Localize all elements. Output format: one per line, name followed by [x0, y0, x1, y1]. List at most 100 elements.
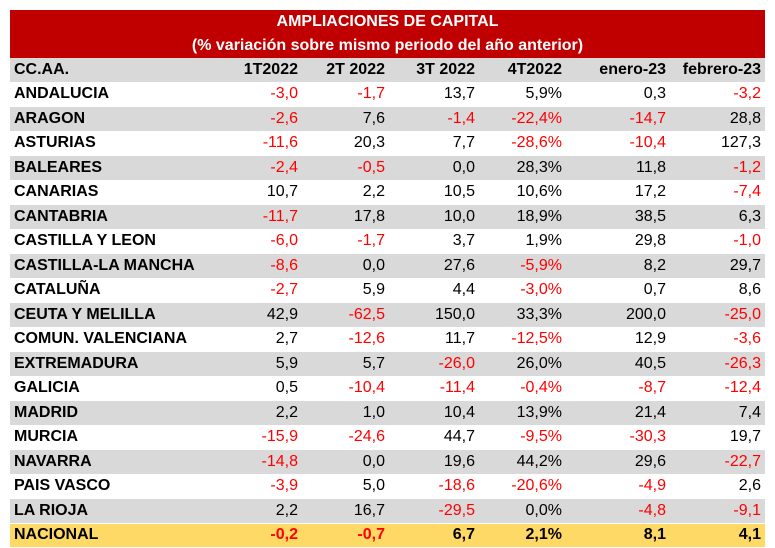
- value-cell: -25,0: [670, 302, 765, 328]
- value-cell: 1,0: [302, 400, 389, 426]
- value-cell: -0,2: [215, 523, 302, 548]
- value-cell: 29,7: [670, 253, 765, 279]
- value-cell: -1,7: [302, 82, 389, 107]
- value-cell: -26,3: [670, 351, 765, 377]
- region-name-cell: NACIONAL: [10, 523, 215, 548]
- value-cell: -11,7: [215, 204, 302, 230]
- value-cell: 7,4: [670, 400, 765, 426]
- total-row: NACIONAL -0,2 -0,7 6,7 2,1% 8,1 4,1: [10, 523, 765, 548]
- table-row: ANDALUCIA -3,0 -1,7 13,7 5,9% 0,3 -3,2: [10, 82, 765, 107]
- region-name-cell: CASTILLA Y LEON: [10, 229, 215, 254]
- region-name-cell: COMUN. VALENCIANA: [10, 327, 215, 352]
- column-header-3t2022: 3T 2022: [389, 58, 479, 83]
- table-row: CEUTA Y MELILLA 42,9 -62,5 150,0 33,3% 200,0-…: [10, 302, 765, 328]
- value-cell: -9,1: [670, 498, 765, 524]
- header-row: CC.AA. 1T2022 2T 2022 3T 2022 4T2022 ene…: [10, 58, 765, 83]
- column-header-region: CC.AA.: [10, 58, 215, 83]
- value-cell: 2,2: [215, 400, 302, 426]
- table-body: ANDALUCIA -3,0 -1,7 13,7 5,9% 0,3 -3,2 ARAGON -2…: [10, 82, 765, 548]
- value-cell: -1,4: [389, 106, 479, 132]
- column-header-2t2022: 2T 2022: [302, 58, 389, 83]
- value-cell: 4,1: [670, 523, 765, 548]
- value-cell: 26,0%: [479, 351, 566, 377]
- value-cell: 10,7: [215, 180, 302, 205]
- value-cell: 42,9: [215, 302, 302, 328]
- value-cell: 0,0%: [479, 498, 566, 524]
- value-cell: -28,6%: [479, 131, 566, 156]
- region-name-cell: ASTURIAS: [10, 131, 215, 156]
- table-row: LA RIOJA 2,2 16,7 -29,5 0,0% -4,8 -9,1: [10, 498, 765, 524]
- value-cell: -2,4: [215, 155, 302, 181]
- value-cell: -30,3: [566, 425, 670, 450]
- value-cell: 40,5: [566, 351, 670, 377]
- value-cell: 5,9: [302, 278, 389, 303]
- value-cell: -8,7: [566, 376, 670, 401]
- value-cell: 12,9: [566, 327, 670, 352]
- value-cell: -12,4: [670, 376, 765, 401]
- region-name-cell: CANARIAS: [10, 180, 215, 205]
- value-cell: -2,7: [215, 278, 302, 303]
- table-row: MADRID 2,2 1,0 10,4 13,9% 21,4 7,4: [10, 400, 765, 426]
- value-cell: -24,6: [302, 425, 389, 450]
- value-cell: 2,2: [215, 498, 302, 524]
- table-subtitle: (% variación sobre mismo periodo del año…: [191, 37, 584, 54]
- table-row: CASTILLA Y LEON -6,0 -1,7 3,7 1,9% 29,8 -1,0: [10, 229, 765, 254]
- value-cell: 17,2: [566, 180, 670, 205]
- value-cell: 44,2%: [479, 449, 566, 475]
- value-cell: -8,6: [215, 253, 302, 279]
- value-cell: -0,5: [302, 155, 389, 181]
- value-cell: -0,7: [302, 523, 389, 548]
- table-row: EXTREMADURA 5,9 5,7 -26,0 26,0% 40,5 -26,3: [10, 351, 765, 377]
- value-cell: -4,8: [566, 498, 670, 524]
- value-cell: 11,7: [389, 327, 479, 352]
- value-cell: -1,0: [670, 229, 765, 254]
- value-cell: 6,7: [389, 523, 479, 548]
- region-name-cell: CEUTA Y MELILLA: [10, 302, 215, 328]
- value-cell: 18,9%: [479, 204, 566, 230]
- value-cell: 7,7: [389, 131, 479, 156]
- value-cell: 44,7: [389, 425, 479, 450]
- value-cell: 28,3%: [479, 155, 566, 181]
- region-name-cell: CASTILLA-LA MANCHA: [10, 253, 215, 279]
- value-cell: 27,6: [389, 253, 479, 279]
- value-cell: -5,9%: [479, 253, 566, 279]
- value-cell: 38,5: [566, 204, 670, 230]
- table-row: COMUN. VALENCIANA 2,7 -12,6 11,7 -12,5% 12,9-…: [10, 327, 765, 352]
- table-row: CANTABRIA -11,7 17,8 10,0 18,9% 38,5 6,3: [10, 204, 765, 230]
- table-title: AMPLIACIONES DE CAPITAL: [276, 13, 499, 30]
- value-cell: -2,6: [215, 106, 302, 132]
- value-cell: 0,5: [215, 376, 302, 401]
- value-cell: -10,4: [566, 131, 670, 156]
- value-cell: -29,5: [389, 498, 479, 524]
- value-cell: 19,6: [389, 449, 479, 475]
- value-cell: -15,9: [215, 425, 302, 450]
- table-row: CANARIAS 10,7 2,2 10,5 10,6% 17,2 -7,4: [10, 180, 765, 205]
- value-cell: 13,9%: [479, 400, 566, 426]
- column-header-enero-23: enero-23: [566, 58, 670, 83]
- value-cell: -12,6: [302, 327, 389, 352]
- value-cell: 10,6%: [479, 180, 566, 205]
- value-cell: 2,7: [215, 327, 302, 352]
- region-name-cell: BALEARES: [10, 155, 215, 181]
- value-cell: 1,9%: [479, 229, 566, 254]
- value-cell: 33,3%: [479, 302, 566, 328]
- value-cell: 2,6: [670, 474, 765, 499]
- value-cell: 0,0: [302, 449, 389, 475]
- region-name-cell: MURCIA: [10, 425, 215, 450]
- value-cell: 5,0: [302, 474, 389, 499]
- table-row: ASTURIAS -11,6 20,3 7,7 -28,6% -10,4 127,3: [10, 131, 765, 156]
- table-row: CASTILLA-LA MANCHA -8,6 0,0 27,6 -5,9% 8,2 29,…: [10, 253, 765, 279]
- value-cell: 16,7: [302, 498, 389, 524]
- table-row: BALEARES -2,4 -0,5 0,0 28,3% 11,8 -1,2: [10, 155, 765, 181]
- table-row: PAIS VASCO -3,9 5,0 -18,6 -20,6% -4,9 2,6: [10, 474, 765, 499]
- table-row: ARAGON -2,6 7,6 -1,4 -22,4% -14,7 28,8: [10, 106, 765, 132]
- value-cell: 0,3: [566, 82, 670, 107]
- value-cell: 10,0: [389, 204, 479, 230]
- value-cell: -6,0: [215, 229, 302, 254]
- table-row: NAVARRA -14,8 0,0 19,6 44,2% 29,6 -22,7: [10, 449, 765, 475]
- region-name-cell: LA RIOJA: [10, 498, 215, 524]
- value-cell: -3,0%: [479, 278, 566, 303]
- value-cell: 7,6: [302, 106, 389, 132]
- value-cell: 13,7: [389, 82, 479, 107]
- value-cell: -12,5%: [479, 327, 566, 352]
